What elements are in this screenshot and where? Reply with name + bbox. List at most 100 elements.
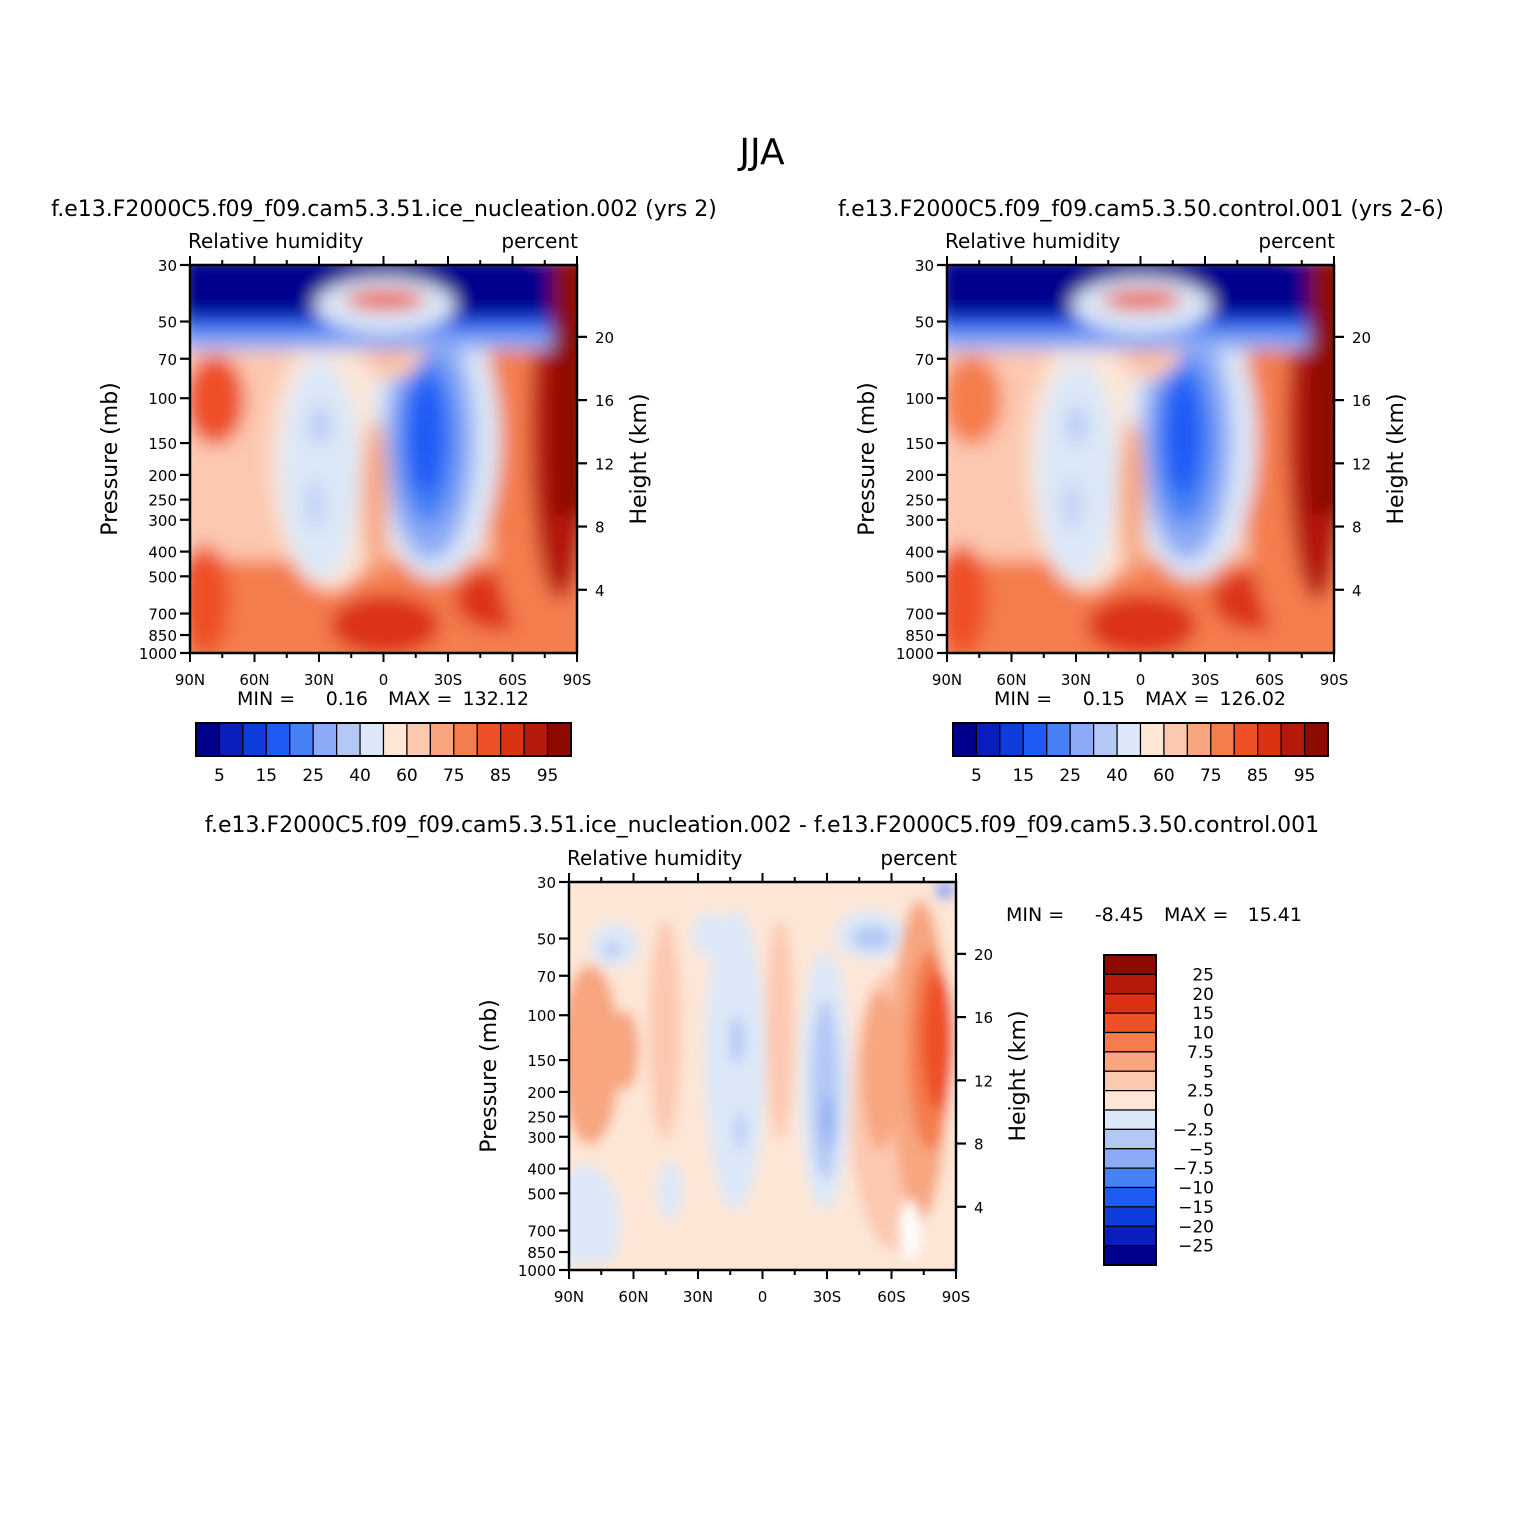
pressure-tick-label: 200 [148,467,177,485]
latitude-tick-label: 0 [1136,671,1146,689]
pressure-tick-label: 250 [527,1109,556,1127]
height-tick-label: 4 [1352,582,1362,600]
colorbar-box [1303,722,1329,757]
pressure-tick-label: 1000 [139,645,177,663]
colorbar-box [1103,1245,1157,1266]
max-value: 15.41 [1248,904,1302,926]
units-label: percent [1258,229,1335,253]
pressure-tick-label: 50 [537,931,556,949]
latitude-tick-label: 0 [758,1288,768,1306]
colorbar-box [1103,973,1157,995]
pressure-tick-label: 850 [905,627,934,645]
latitude-tick-label: 60N [239,671,269,689]
panel-title: f.e13.F2000C5.f09_f09.cam5.3.51.ice_nucl… [51,197,717,222]
pressure-tick-label: 300 [148,512,177,530]
colorbar-box [218,722,244,757]
colorbar-label: −15 [1178,1198,1214,1218]
colorbar-box [1103,1225,1157,1247]
latitude-tick-label: 60N [618,1288,648,1306]
pressure-tick-label: 500 [148,568,177,586]
colorbar-box [1103,1109,1157,1130]
min-label: MIN = [1006,904,1064,926]
colorbar-box [500,722,525,757]
colorbar-label: 7.5 [1187,1043,1214,1063]
colorbar-label: 75 [443,766,465,786]
height-tick-label: 16 [1352,392,1371,410]
colorbar-box [1103,1090,1157,1111]
latitude-tick-label: 30N [304,671,334,689]
pressure-tick-label: 200 [527,1084,556,1102]
pressure-tick-label: 100 [527,1007,556,1025]
variable-label: Relative humidity [188,229,363,253]
colorbar-box [406,722,431,757]
height-tick-label: 4 [974,1199,984,1217]
latitude-tick-label: 90N [554,1288,584,1306]
pressure-tick-label: 30 [537,874,556,892]
pressure-tick-label: 100 [905,390,934,408]
height-ticks: 20 16 12 8 4 [1334,329,1371,600]
colorbar-label: −7.5 [1173,1159,1214,1179]
colorbar-box [312,722,338,757]
colorbar-label: 2.5 [1187,1082,1214,1102]
height-ticks: 20 16 12 8 4 [956,946,993,1217]
colorbar-box [336,722,361,757]
colorbar-label: 5 [1203,1062,1214,1082]
colorbar-box [242,722,267,757]
height-tick-label: 12 [595,455,614,473]
colorbar-label: 60 [396,766,418,786]
colorbar-label: 85 [490,766,512,786]
panel-difference: f.e13.F2000C5.f09_f09.cam5.3.51.ice_nucl… [205,813,1319,1306]
colorbar-label: 95 [1294,766,1316,786]
colorbar-box [476,722,502,757]
colorbar-box [1046,722,1071,757]
contour-field [190,265,577,653]
pressure-tick-label: 500 [527,1185,556,1203]
pressure-tick-label: 300 [905,512,934,530]
colorbar-box [1280,722,1306,757]
colorbar-box [1103,1186,1157,1208]
pressure-tick-label: 50 [915,314,934,332]
units-label: percent [880,846,957,870]
max-label: MAX = [388,688,452,710]
variable-label: Relative humidity [945,229,1120,253]
colorbar-box [265,722,291,757]
colorbar-box [1210,722,1235,757]
colorbar-box [195,722,221,757]
colorbar: 5 15 25 40 60 75 85 95 [195,722,572,786]
colorbar-box [1103,1206,1157,1227]
pressure-tick-label: 250 [905,492,934,510]
latitude-tick-label: 90N [175,671,205,689]
pressure-tick-label: 250 [148,492,177,510]
latitude-tick-label: 90S [942,1288,971,1306]
colorbar-label: −5 [1189,1140,1214,1160]
pressure-tick-label: 50 [158,314,177,332]
colorbar-frame [195,722,572,757]
pressure-tick-label: 70 [158,351,177,369]
colorbar-label: 75 [1200,766,1222,786]
colorbar-label: 85 [1247,766,1269,786]
colorbar-label: −10 [1178,1179,1214,1199]
pressure-tick-label: 850 [148,627,177,645]
variable-label: Relative humidity [567,846,742,870]
pressure-tick-label: 400 [148,544,177,562]
height-tick-label: 8 [1352,519,1362,537]
colorbar-label: 5 [971,766,982,786]
colorbar-box [359,722,385,757]
colorbar-box [1163,722,1188,757]
colorbar-label: 95 [537,766,559,786]
colorbar-box [1103,1070,1157,1092]
colorbar-box [289,722,314,757]
colorbar-label: 15 [255,766,277,786]
height-axis-label: Height (km) [1384,393,1409,524]
panel-title: f.e13.F2000C5.f09_f09.cam5.3.51.ice_nucl… [205,813,1319,838]
latitude-tick-label: 60S [498,671,527,689]
latitude-tick-label: 30S [434,671,463,689]
latitude-tick-label: 30N [1061,671,1091,689]
latitude-tick-label: 60S [877,1288,906,1306]
colorbar-label: 5 [214,766,225,786]
colorbar-box [1103,1031,1157,1053]
colorbar-label: 60 [1153,766,1175,786]
max-value: 132.12 [463,688,529,710]
